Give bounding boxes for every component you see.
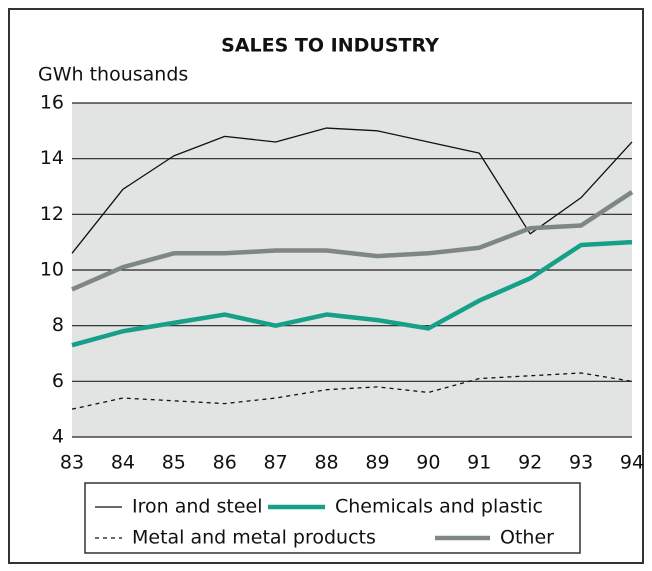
series-line — [71, 190, 634, 292]
legend-label: Metal and metal products — [132, 527, 376, 549]
y-axis-label: GWh thousands — [38, 64, 188, 86]
x-tick-label: 89 — [365, 452, 389, 474]
y-tick-label: 4 — [52, 426, 64, 448]
y-tick-label: 6 — [52, 370, 64, 392]
y-tick-label: 10 — [40, 259, 64, 281]
x-tick-label: 90 — [416, 452, 440, 474]
y-tick-label: 16 — [40, 92, 64, 114]
legend-box — [84, 482, 581, 554]
y-tick-label: 14 — [40, 147, 64, 169]
x-tick-label: 84 — [111, 452, 135, 474]
x-tick-label: 93 — [569, 452, 593, 474]
chart-title: SALES TO INDUSTRY — [221, 35, 439, 57]
x-tick-label: 92 — [518, 452, 542, 474]
series-line — [71, 372, 633, 410]
x-tick-label: 85 — [162, 452, 186, 474]
x-tick-label: 91 — [467, 452, 491, 474]
x-tick-label: 88 — [314, 452, 338, 474]
y-tick-label: 8 — [52, 314, 64, 336]
legend-label: Other — [500, 527, 554, 549]
x-tick-label: 86 — [213, 452, 237, 474]
legend-label: Chemicals and plastic — [335, 496, 543, 518]
x-tick-label: 87 — [264, 452, 288, 474]
series-line — [71, 239, 633, 348]
legend-label: Iron and steel — [132, 496, 263, 518]
y-tick-label: 12 — [40, 203, 64, 225]
x-tick-label: 94 — [620, 452, 644, 474]
x-tick-label: 83 — [60, 452, 84, 474]
